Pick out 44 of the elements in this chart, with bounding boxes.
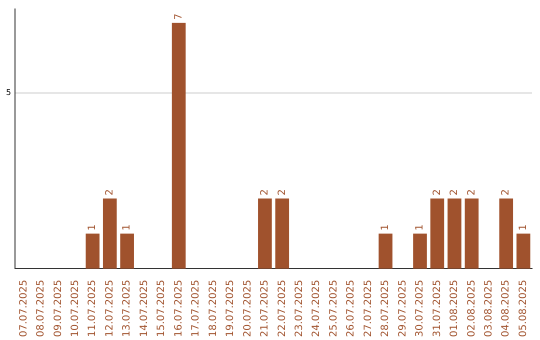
data-label: 2 xyxy=(500,189,512,196)
x-tick-label: 22.07.2025 xyxy=(276,280,288,338)
data-label: 1 xyxy=(380,224,392,231)
x-tick-label: 16.07.2025 xyxy=(173,280,184,338)
x-tick-label: 14.07.2025 xyxy=(138,280,150,338)
x-tick-label: 19.07.2025 xyxy=(225,280,236,338)
x-tick-label: 09.07.2025 xyxy=(52,280,64,338)
x-tick-label: 03.08.2025 xyxy=(484,280,495,338)
data-label: 7 xyxy=(173,13,184,20)
data-label: 1 xyxy=(414,224,426,231)
x-tick-label: 02.08.2025 xyxy=(466,280,478,338)
x-tick-label: 01.08.2025 xyxy=(449,280,460,338)
x-tick-label: 17.07.2025 xyxy=(190,280,202,338)
x-tick-label: 25.07.2025 xyxy=(328,280,340,338)
x-tick-label: 13.07.2025 xyxy=(122,280,133,338)
x-tick-label: 10.07.2025 xyxy=(70,280,81,338)
x-tick-label: 21.07.2025 xyxy=(260,280,271,338)
data-label: 2 xyxy=(466,189,478,196)
data-label: 1 xyxy=(518,224,529,231)
x-tick-label: 28.07.2025 xyxy=(380,280,392,338)
x-tick-label: 04.08.2025 xyxy=(500,280,512,338)
x-tick-label: 23.07.2025 xyxy=(294,280,305,338)
data-label: 2 xyxy=(432,189,443,196)
x-tick-label: 26.07.2025 xyxy=(346,280,357,338)
x-tick-label: 20.07.2025 xyxy=(242,280,254,338)
x-tick-label: 05.08.2025 xyxy=(518,280,529,338)
y-tick-label: 5 xyxy=(6,88,12,98)
x-tick-label: 18.07.2025 xyxy=(208,280,219,338)
data-label: 2 xyxy=(104,189,116,196)
data-label: 1 xyxy=(87,224,98,231)
x-tick-label: 30.07.2025 xyxy=(414,280,426,338)
x-tick-label: 11.07.2025 xyxy=(87,280,98,338)
data-label: 2 xyxy=(449,189,460,196)
x-tick-label: 12.07.2025 xyxy=(104,280,116,338)
x-tick-label: 31.07.2025 xyxy=(432,280,443,338)
x-tick-label: 29.07.2025 xyxy=(397,280,408,338)
x-tick-label: 15.07.2025 xyxy=(156,280,168,338)
x-tick-label: 08.07.2025 xyxy=(36,280,47,338)
x-tick-label: 27.07.2025 xyxy=(362,280,374,338)
data-label: 1 xyxy=(122,224,133,231)
data-label: 2 xyxy=(276,189,288,196)
x-tick-label: 24.07.2025 xyxy=(311,280,322,338)
x-tick-label: 07.07.2025 xyxy=(18,280,30,338)
data-label: 2 xyxy=(260,189,271,196)
